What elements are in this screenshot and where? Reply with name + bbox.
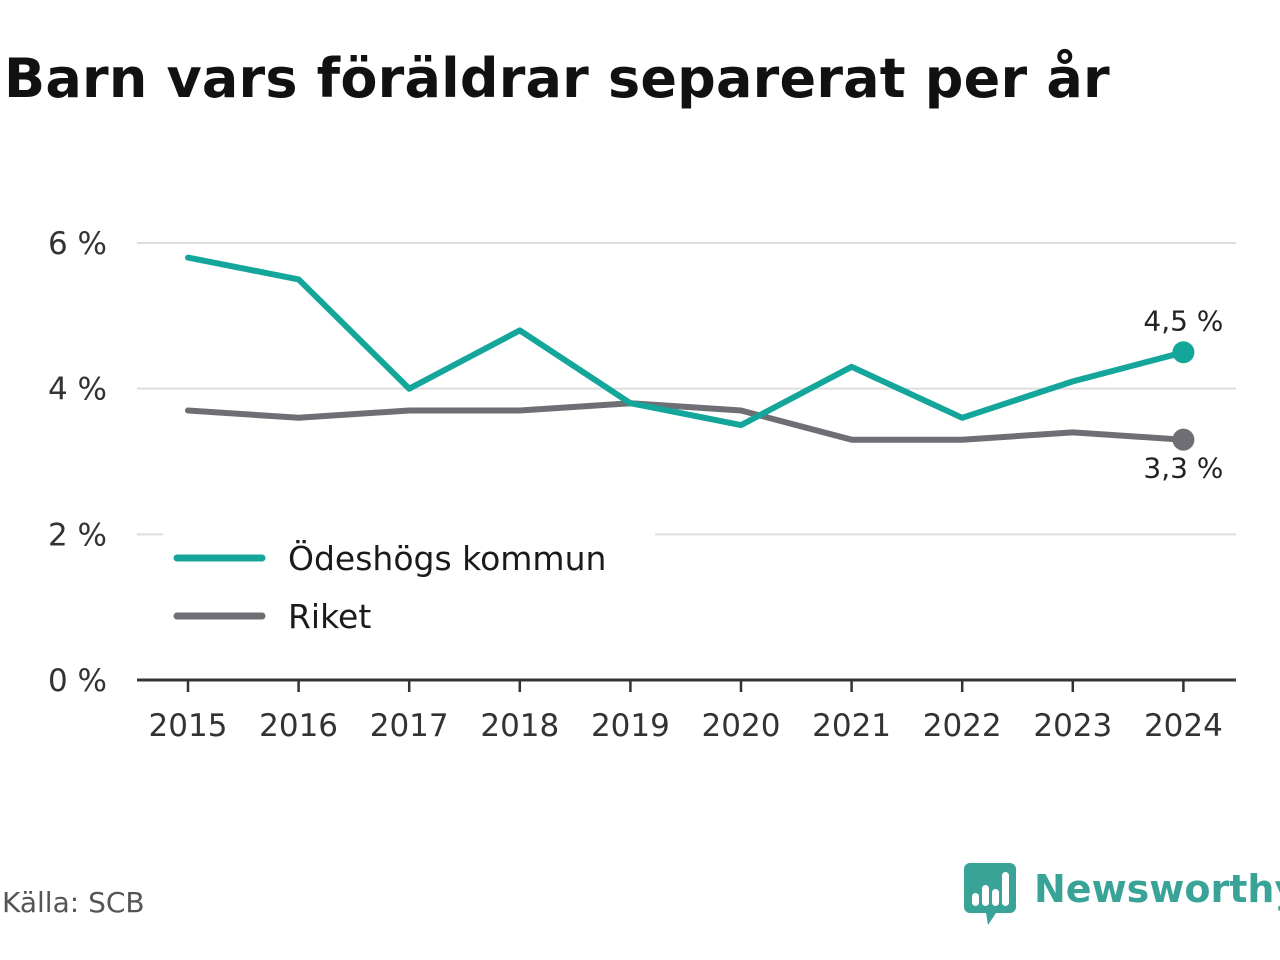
x-tick-label: 2022 bbox=[923, 708, 1002, 744]
y-tick-label: 2 % bbox=[48, 517, 107, 553]
x-tick-label: 2015 bbox=[149, 708, 228, 744]
x-tick-label: 2018 bbox=[480, 708, 559, 744]
y-tick-label: 4 % bbox=[48, 372, 107, 408]
y-tick-label: 6 % bbox=[48, 226, 107, 262]
y-tick-label: 0 % bbox=[48, 663, 107, 699]
chart-title: Barn vars föräldrar separerat per år bbox=[4, 47, 1110, 110]
x-tick-label: 2020 bbox=[702, 708, 781, 744]
end-labels: 4,5 % 3,3 % bbox=[1143, 304, 1223, 484]
x-tick-label: 2021 bbox=[812, 708, 891, 744]
x-tick-label: 2019 bbox=[591, 708, 670, 744]
brand-name: Newsworthy bbox=[1034, 867, 1280, 911]
x-tick-label: 2023 bbox=[1033, 708, 1112, 744]
x-tick-label: 2017 bbox=[370, 708, 449, 744]
y-axis-ticks: 0 % 2 % 4 % 6 % bbox=[48, 226, 107, 699]
legend-label: Ödeshögs kommun bbox=[288, 538, 606, 578]
legend-background bbox=[163, 528, 655, 640]
data-label: 4,5 % bbox=[1143, 304, 1223, 337]
source-note: Källa: SCB bbox=[2, 886, 145, 919]
series-end-point bbox=[1172, 341, 1195, 364]
brand-logo: Newsworthy bbox=[964, 862, 1280, 926]
series-end-point bbox=[1172, 428, 1195, 451]
series-lines bbox=[185, 254, 1195, 451]
legend-label: Riket bbox=[288, 597, 371, 636]
series-line bbox=[185, 254, 1187, 429]
newsworthy-logo-icon bbox=[964, 863, 1016, 925]
x-tick-label: 2016 bbox=[259, 708, 338, 744]
x-axis: 2015 2016 2017 2018 2019 2020 2021 2022 2023 2024 bbox=[137, 678, 1236, 744]
x-tick-label: 2024 bbox=[1144, 708, 1223, 744]
legend: Ödeshögs kommun Riket bbox=[163, 528, 655, 640]
series-line bbox=[185, 400, 1187, 443]
data-label: 3,3 % bbox=[1143, 452, 1223, 485]
